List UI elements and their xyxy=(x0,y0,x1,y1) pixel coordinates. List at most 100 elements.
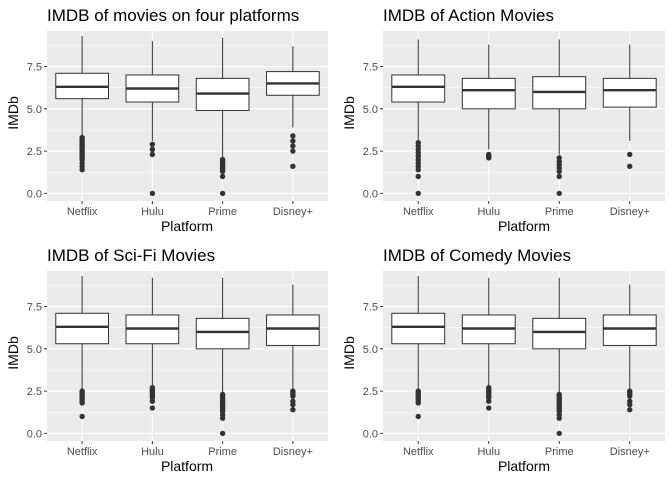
y-tick-label: 5.0 xyxy=(363,344,378,356)
y-axis-title: IMDb xyxy=(5,336,21,370)
x-tick-label: Netflix xyxy=(403,206,434,218)
iqr-box xyxy=(391,74,446,103)
panel-background xyxy=(47,271,328,441)
outlier-point xyxy=(556,415,562,421)
outlier-point xyxy=(556,190,562,197)
y-tick-label: 2.5 xyxy=(363,146,378,158)
chart-title: IMDB of Sci-Fi Movies xyxy=(47,246,215,265)
outlier-point xyxy=(415,167,421,173)
outlier-point xyxy=(149,398,156,404)
outlier-point xyxy=(290,163,296,170)
outlier-point xyxy=(415,400,421,406)
outlier-point xyxy=(627,151,633,158)
chart-title: IMDB of Action Movies xyxy=(383,6,554,25)
y-tick-label: 7.5 xyxy=(27,302,42,314)
y-tick-label: 0.0 xyxy=(363,428,378,440)
box-netflix xyxy=(391,276,446,420)
x-tick-label: Disney+ xyxy=(273,446,313,458)
outlier-point xyxy=(79,400,85,406)
y-tick-label: 7.5 xyxy=(363,302,378,314)
outlier-point xyxy=(486,155,492,161)
x-tick-label: Disney+ xyxy=(610,446,650,458)
x-tick-label: Hulu xyxy=(477,446,500,458)
x-tick-label: Disney+ xyxy=(273,206,313,218)
outlier-point xyxy=(79,413,85,420)
outlier-point xyxy=(149,141,156,148)
chart-panel-3: IMDB of Sci-Fi Movies Platform IMDb 0.0 2… xyxy=(5,246,328,474)
box-disney xyxy=(602,284,657,413)
outlier-point xyxy=(219,430,226,437)
plot-area: 0.0 2.5 5.0 7.5 Netflix Hulu Prime Disney+ xyxy=(27,271,328,458)
y-axis-title: IMDb xyxy=(341,96,357,130)
y-tick-label: 5.0 xyxy=(27,104,42,116)
box-prime xyxy=(532,39,587,197)
plot-area: 0.0 2.5 5.0 7.5 Netflix Hulu Prime Disney+ xyxy=(363,31,665,218)
x-tick-label: Netflix xyxy=(67,206,98,218)
outlier-point xyxy=(290,148,296,154)
outlier-point xyxy=(290,407,296,413)
outlier-point xyxy=(627,407,633,413)
y-tick-label: 2.5 xyxy=(27,146,42,158)
outlier-point xyxy=(290,143,296,149)
outlier-point xyxy=(290,393,296,399)
x-axis-title: Platform xyxy=(161,218,213,234)
x-tick-label: Netflix xyxy=(403,446,434,458)
outlier-point xyxy=(290,133,296,139)
chart-title: IMDB of movies on four platforms xyxy=(47,6,299,25)
outlier-point xyxy=(290,401,296,408)
y-tick-label: 7.5 xyxy=(363,62,378,74)
outlier-point xyxy=(486,405,492,411)
outlier-point xyxy=(556,168,562,175)
outlier-point xyxy=(556,430,562,437)
box-netflix xyxy=(55,276,109,420)
x-tick-label: Hulu xyxy=(141,446,164,458)
box-hulu xyxy=(461,44,516,161)
box-disney xyxy=(266,284,320,413)
outlier-point xyxy=(556,173,562,180)
outlier-point xyxy=(415,190,421,197)
plot-area: 0.0 2.5 5.0 7.5 Netflix Hulu Prime Disney+ xyxy=(363,271,665,458)
chart-panel-1: IMDB of movies on four platforms Platfor… xyxy=(5,6,328,234)
iqr-box xyxy=(266,314,320,346)
x-tick-label: Prime xyxy=(208,446,237,458)
x-axis-title: Platform xyxy=(498,218,550,234)
x-tick-label: Netflix xyxy=(67,446,98,458)
x-tick-label: Disney+ xyxy=(610,206,650,218)
panel-background xyxy=(47,31,328,201)
x-tick-label: Hulu xyxy=(477,206,500,218)
box-prime xyxy=(195,37,250,197)
outlier-point xyxy=(219,190,226,197)
box-disney xyxy=(266,46,320,170)
outlier-point xyxy=(415,173,421,180)
x-tick-label: Hulu xyxy=(141,206,164,218)
outlier-point xyxy=(149,151,156,158)
box-netflix xyxy=(55,36,109,173)
outlier-point xyxy=(219,168,226,175)
outlier-point xyxy=(486,398,492,404)
iqr-box xyxy=(55,312,109,345)
panel-background xyxy=(383,31,665,201)
iqr-box xyxy=(391,312,446,345)
y-tick-label: 0.0 xyxy=(363,188,378,200)
y-tick-label: 2.5 xyxy=(27,386,42,398)
y-tick-label: 7.5 xyxy=(27,62,42,74)
outlier-point xyxy=(627,393,633,399)
x-tick-label: Prime xyxy=(545,446,574,458)
outlier-point xyxy=(219,415,226,421)
chart-panel-4: IMDB of Comedy Movies Platform IMDb 0.0 2… xyxy=(341,246,665,474)
iqr-box xyxy=(532,317,587,350)
y-tick-label: 0.0 xyxy=(27,428,42,440)
outlier-point xyxy=(627,401,633,408)
iqr-box xyxy=(602,77,657,108)
y-tick-label: 5.0 xyxy=(363,104,378,116)
outlier-point xyxy=(219,173,226,180)
outlier-point xyxy=(149,146,156,153)
panel-background xyxy=(383,271,665,441)
box-prime xyxy=(532,277,587,437)
chart-panel-2: IMDB of Action Movies Platform IMDb 0.0 2… xyxy=(341,6,665,234)
outlier-point xyxy=(627,163,633,170)
box-disney xyxy=(602,44,657,170)
outlier-point xyxy=(415,413,421,420)
outlier-point xyxy=(79,167,85,173)
